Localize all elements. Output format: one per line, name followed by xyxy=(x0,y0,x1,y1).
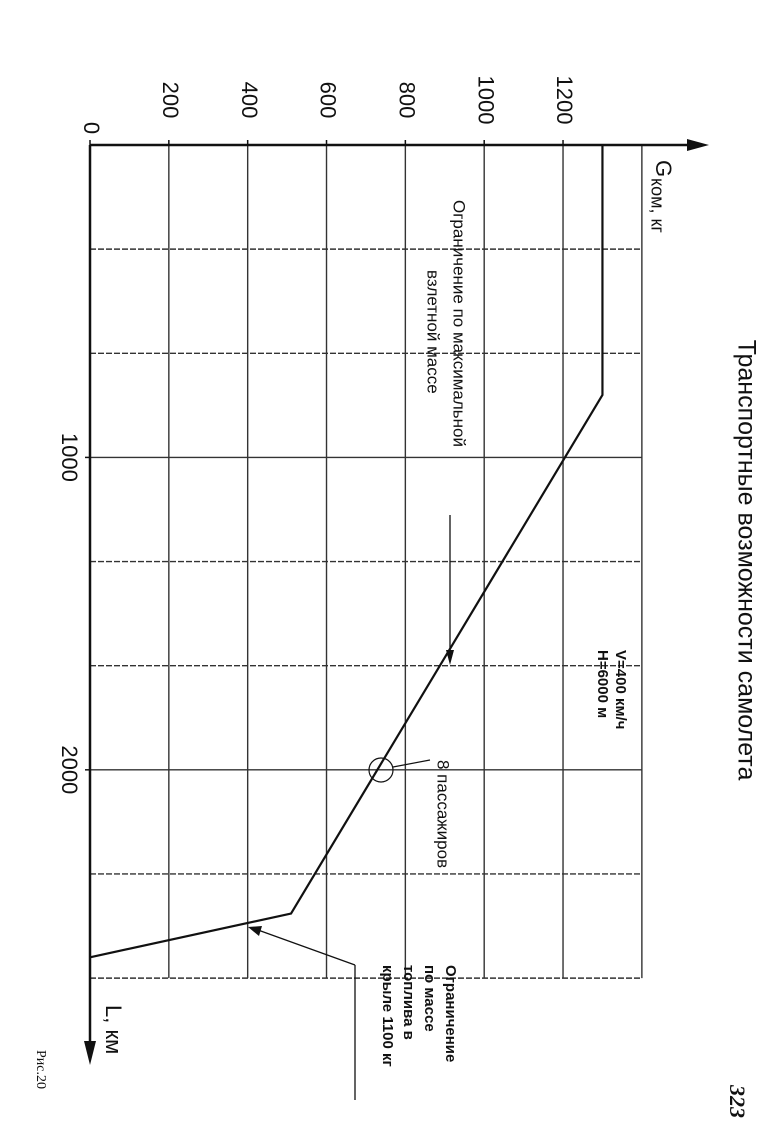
y-tick-label: 400 xyxy=(237,82,262,119)
y-tick-label: 1000 xyxy=(473,76,498,125)
passengers-text: 8 пассажиров xyxy=(434,760,453,868)
leader-arrow xyxy=(446,650,454,665)
y-tick-label: 600 xyxy=(316,82,341,119)
leader-line xyxy=(392,759,431,768)
fuel-limit-text: Ограничение xyxy=(442,965,459,1062)
x-tick-label: 2000 xyxy=(57,745,82,794)
fuel-limit-text: топлива в xyxy=(400,965,417,1040)
passengers-marker xyxy=(368,757,394,783)
x-tick-label: 1000 xyxy=(57,433,82,482)
page-number: 323 xyxy=(725,1084,750,1118)
fuel-limit-text: по массе xyxy=(421,965,438,1032)
takeoff-limit-text: взлетной массе xyxy=(424,270,443,394)
x-label: L, км xyxy=(101,1005,126,1054)
leader-arrow xyxy=(248,926,262,936)
y-tick-label: 800 xyxy=(395,82,420,119)
leader-line xyxy=(257,929,356,966)
fuel-limit-text: крыле 1100 кг xyxy=(379,965,396,1067)
takeoff-limit-text: Ограничение по максимальной xyxy=(450,200,469,447)
y-label: G xyxy=(651,160,676,177)
y-axis-arrow xyxy=(687,139,709,151)
data-line xyxy=(89,145,604,959)
chart-title: Транспортные возможности самолета xyxy=(732,340,760,781)
y-tick-label: 200 xyxy=(158,82,183,119)
y-tick-label: 0 xyxy=(79,122,104,134)
y-label-sub: ком, кг xyxy=(647,178,667,233)
conditions-text: V=400 км/ч xyxy=(612,650,629,729)
y-tick-label: 1200 xyxy=(552,76,577,125)
figure-caption: Рис.20 xyxy=(33,1050,48,1089)
conditions-text: H=6000 м xyxy=(594,650,611,718)
x-axis-arrow xyxy=(84,1041,96,1065)
